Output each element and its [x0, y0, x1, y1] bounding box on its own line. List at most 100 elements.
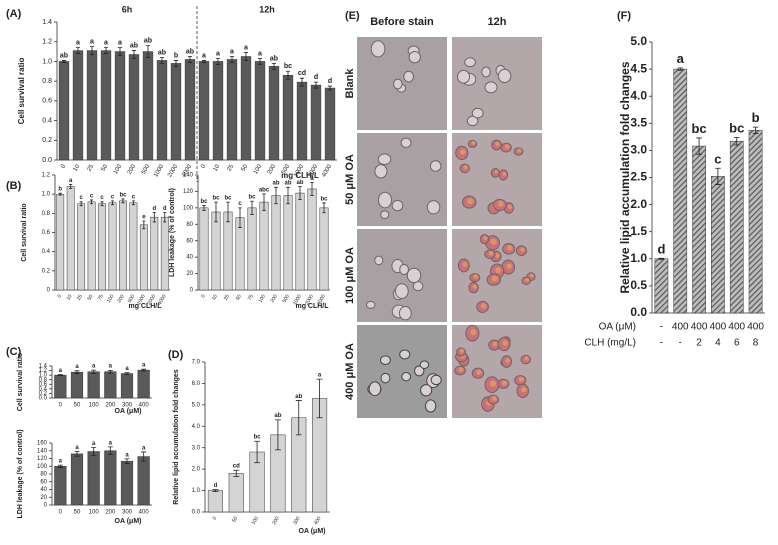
- y-tick-label: 5.0: [192, 402, 201, 408]
- bar: [310, 84, 322, 161]
- bar: [66, 186, 75, 291]
- lipid-droplet: [492, 341, 498, 347]
- cell: [379, 355, 391, 365]
- lipid-droplet: [494, 170, 499, 174]
- x-tick-label: 4000: [316, 293, 327, 306]
- lipid-droplet: [517, 148, 522, 153]
- cell: [414, 365, 425, 377]
- y-tick-label: 160: [37, 441, 48, 447]
- lipid-droplet: [520, 247, 525, 253]
- significance-letter: a: [125, 366, 129, 372]
- error-bar: [61, 60, 67, 63]
- bar: [87, 371, 100, 399]
- bar: [150, 216, 159, 291]
- bar: [711, 176, 725, 314]
- significance-letter: ab: [296, 180, 303, 186]
- y-tick-label: 0.0: [192, 510, 201, 516]
- bar: [160, 216, 169, 291]
- bar: [199, 207, 209, 291]
- error-bar: [299, 77, 305, 87]
- x-tick-label: 200: [105, 510, 116, 516]
- y-tick-label: 3.0: [192, 445, 201, 451]
- bar: [268, 66, 280, 161]
- lipid-droplet: [505, 358, 510, 363]
- error-bar: [733, 136, 740, 146]
- bar: [120, 373, 134, 399]
- significance-letter: a: [244, 45, 248, 52]
- error-bar: [89, 46, 95, 55]
- error-bar: [145, 45, 151, 58]
- x-tick-label: 25: [87, 163, 96, 172]
- y-axis-label: LDH leakage (% of control): [169, 188, 176, 277]
- y-tick-label: 1.0: [192, 488, 201, 494]
- x-tick-label: 10: [73, 163, 82, 172]
- error-bar: [131, 50, 137, 59]
- error-bar: [229, 56, 235, 63]
- bar: [673, 68, 688, 314]
- y-tick-label: 100: [37, 464, 48, 470]
- error-bar: [74, 370, 80, 374]
- x-tick-label: 75: [247, 293, 255, 301]
- significance-letter: ab: [295, 394, 302, 400]
- x-axis-label: OA (μM): [115, 408, 142, 415]
- x-tick-label: 200: [105, 403, 116, 409]
- significance-letter: a: [142, 445, 146, 451]
- x-tick-label: 25: [76, 293, 84, 301]
- error-bar: [107, 369, 113, 374]
- x-axis-label: mg CLH/L: [128, 303, 162, 310]
- significance-letter: a: [59, 458, 63, 464]
- bar: [692, 145, 706, 314]
- significance-letter: e: [142, 214, 146, 220]
- bar: [120, 460, 134, 506]
- cell: [374, 255, 384, 266]
- error-bar: [152, 211, 156, 223]
- significance-letter: a: [109, 440, 113, 446]
- bar: [212, 61, 224, 161]
- x-tick-label: 200: [127, 163, 138, 175]
- significance-letter: cd: [298, 70, 306, 77]
- lipid-droplet: [502, 172, 507, 176]
- bar: [748, 130, 763, 314]
- bar: [271, 195, 281, 291]
- x-tick-label: 300: [122, 403, 133, 409]
- y-tick-label: 1.5: [630, 224, 647, 238]
- x-tick-label: 500: [141, 163, 152, 175]
- x-tick-label: 2000: [304, 293, 315, 306]
- bar: [295, 192, 305, 291]
- significance-letter: a: [75, 445, 79, 451]
- error-bar: [107, 446, 113, 456]
- bar: [100, 50, 112, 161]
- x-tick-label: 10: [211, 293, 219, 301]
- significance-letter: ab: [130, 43, 138, 50]
- x-tick-label: 300: [292, 515, 301, 525]
- group-label: 12h: [259, 4, 275, 14]
- y-tick-label: 2.0: [192, 467, 201, 473]
- error-bar: [57, 464, 63, 468]
- group-label: 6h: [122, 4, 133, 14]
- significance-letter: a: [677, 51, 685, 66]
- x-tick-label: 50: [74, 510, 81, 516]
- cell: [481, 66, 491, 78]
- error-bar: [274, 419, 281, 451]
- x-tick-label: 50: [235, 293, 243, 301]
- y-tick-label: 0: [190, 288, 194, 294]
- bar: [72, 50, 84, 161]
- bar: [228, 473, 244, 513]
- x-tick-label: 400: [710, 322, 727, 333]
- bar: [223, 211, 233, 291]
- lipid-droplet: [463, 165, 468, 170]
- error-bar: [163, 211, 167, 223]
- x-tick-label: 1000: [136, 293, 147, 306]
- cell: [484, 81, 498, 94]
- bar: [137, 456, 150, 506]
- y-tick-label: 100: [183, 205, 194, 211]
- significance-letter: b: [58, 187, 62, 193]
- x-tick-label: 100: [251, 515, 260, 525]
- error-bar: [103, 47, 109, 54]
- error-bar: [201, 60, 207, 63]
- x-axis-label: OA (μM): [115, 518, 142, 525]
- cell: [377, 153, 392, 166]
- y-tick-label: 80: [40, 472, 47, 478]
- row-label: OA (μM): [599, 322, 636, 333]
- y-tick-label: 1.0: [42, 58, 52, 65]
